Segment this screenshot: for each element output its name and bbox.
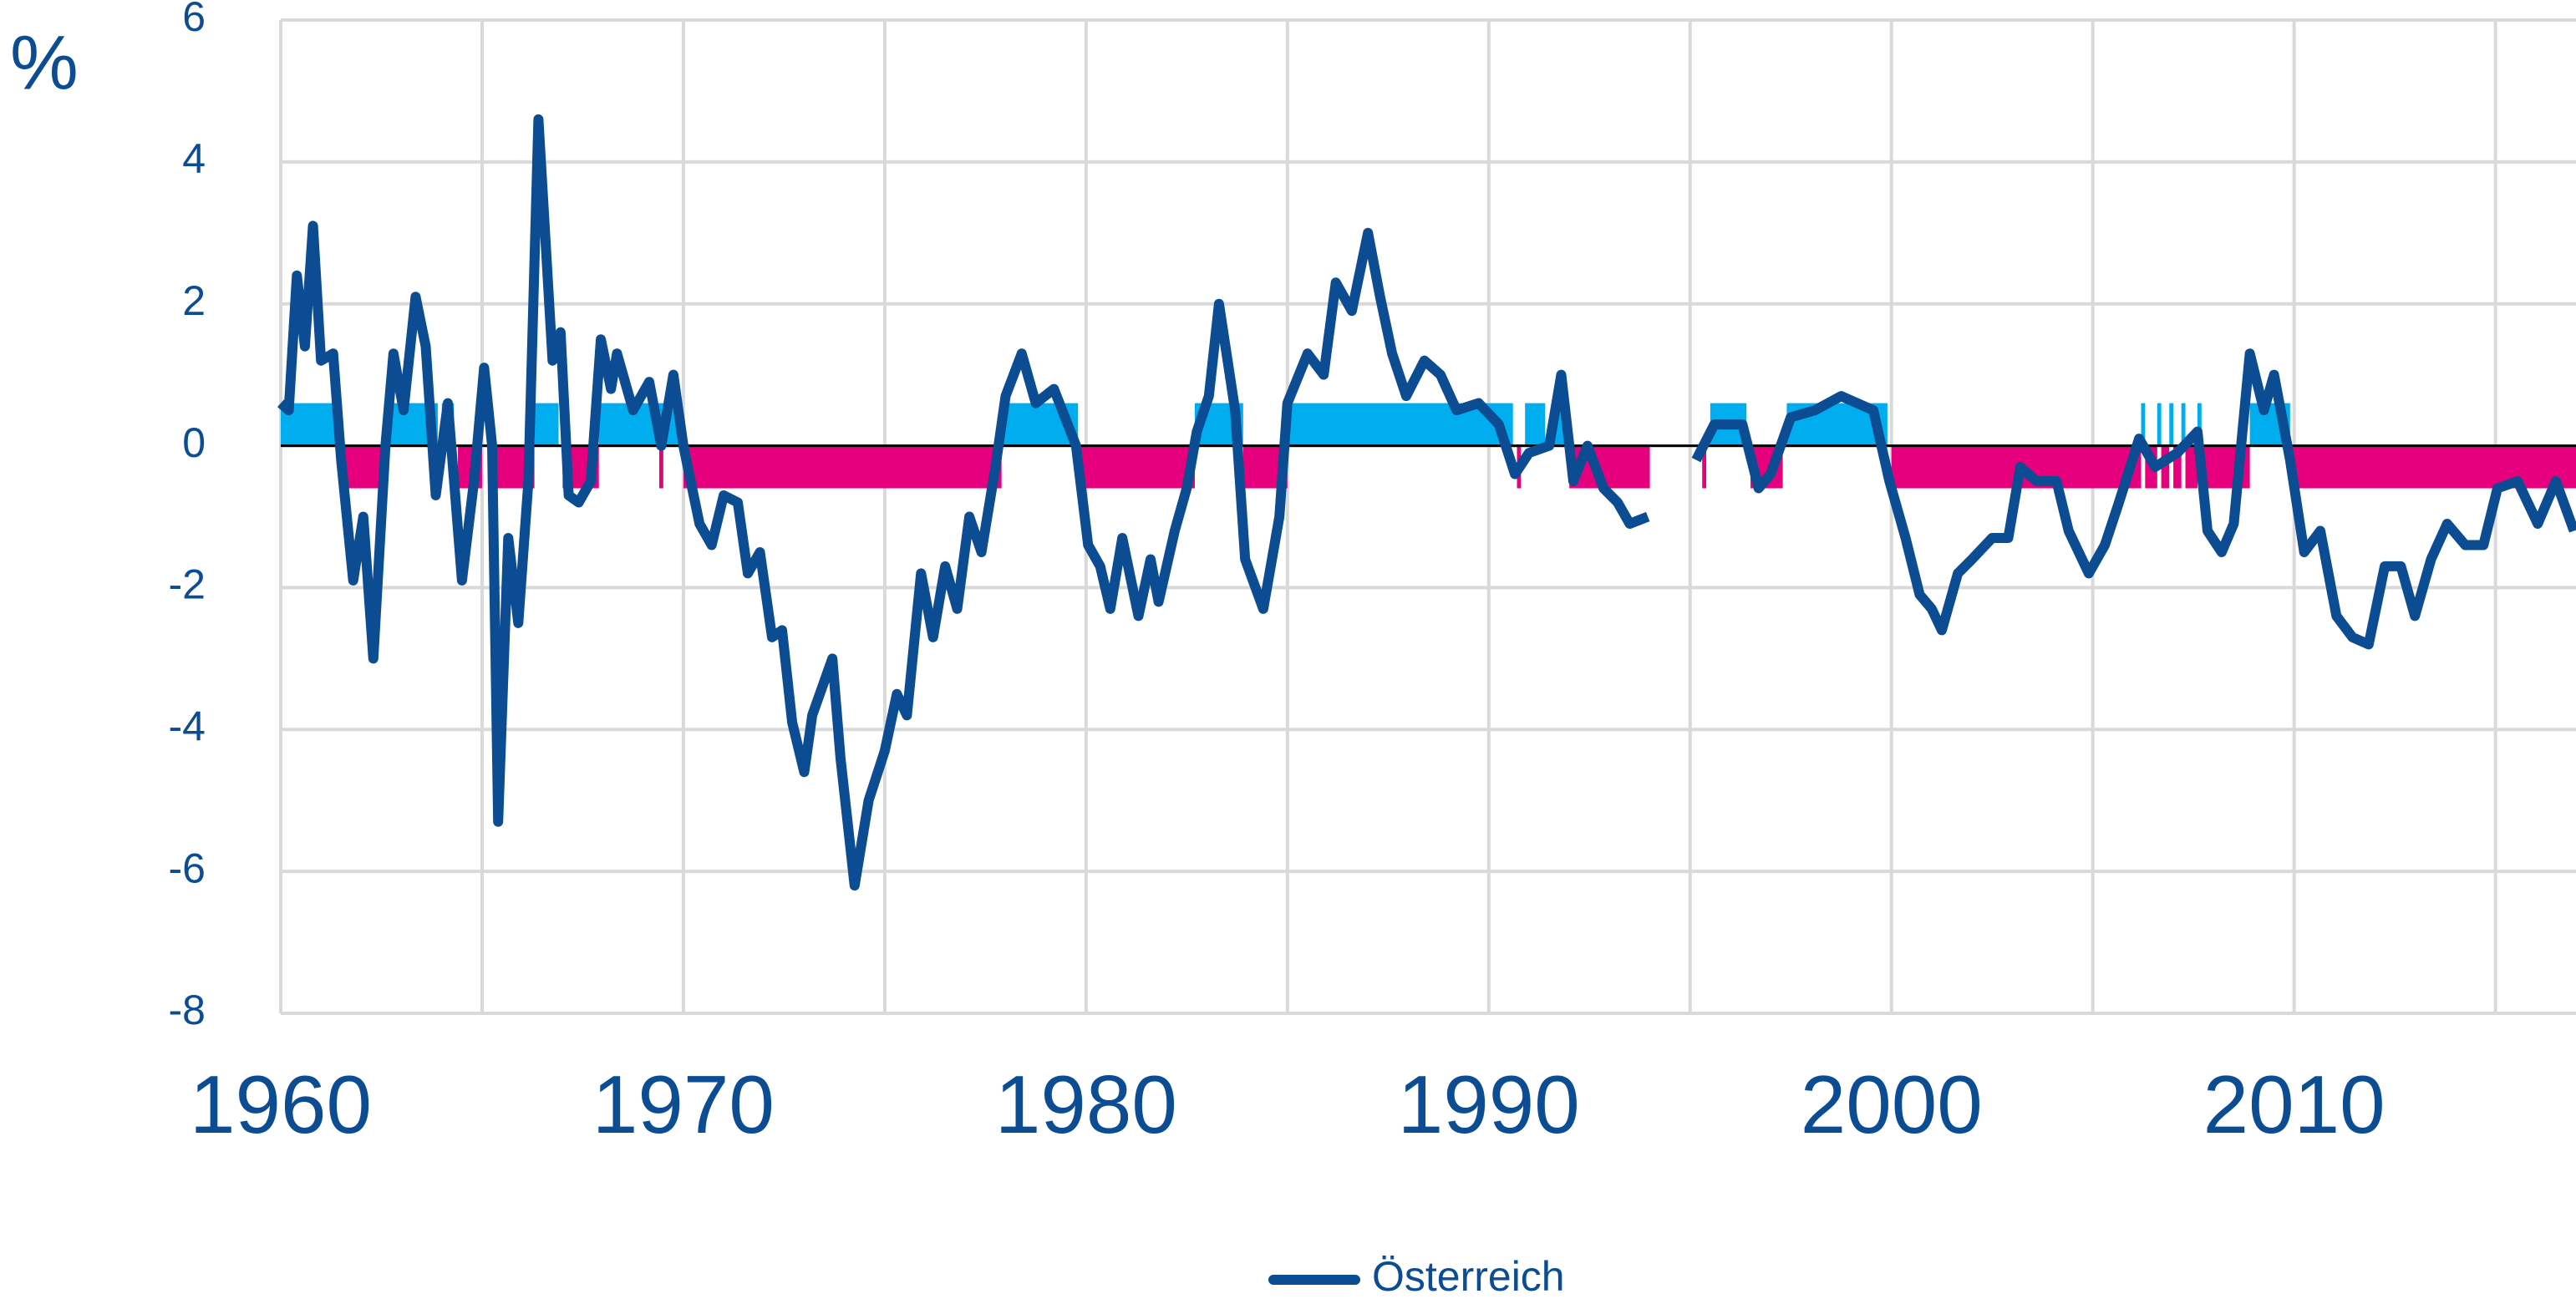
y-tick-label: 0	[182, 419, 206, 466]
y-tick-label: -8	[169, 987, 206, 1033]
y-tick-label: -4	[169, 703, 206, 749]
regime-bar	[2289, 445, 2576, 489]
y-tick-label: 2	[182, 277, 206, 324]
regime-bar	[2181, 403, 2186, 446]
regime-bar	[659, 445, 663, 489]
legend-label: Österreich	[1372, 1253, 1565, 1300]
y-tick-label: -6	[169, 845, 206, 891]
x-tick-label: 1990	[1398, 1058, 1580, 1150]
y-tick-label: 4	[182, 135, 206, 182]
y-tick-label: -2	[169, 561, 206, 608]
regime-bar	[2161, 445, 2170, 489]
regime-bar	[683, 445, 1002, 489]
y-unit-label: %	[10, 20, 79, 105]
regime-bar	[2157, 403, 2162, 446]
regime-bar	[534, 403, 559, 446]
regime-bar	[2197, 403, 2202, 446]
regime-bar	[2169, 403, 2174, 446]
y-tick-label: 6	[182, 0, 206, 40]
regime-bar	[1078, 445, 1195, 489]
regime-bar	[2173, 445, 2182, 489]
regime-bar	[341, 445, 386, 489]
regime-bar	[2141, 403, 2146, 446]
x-tick-label: 1980	[995, 1058, 1177, 1150]
data-line	[277, 114, 2576, 891]
x-tick-label: 2010	[2203, 1058, 2385, 1150]
regime-bar	[1287, 403, 1513, 446]
regime-bar	[1702, 445, 1707, 489]
regime-bar	[2185, 445, 2197, 489]
x-tick-label: 2000	[1801, 1058, 1983, 1150]
regime-bar	[1525, 403, 1546, 446]
x-tick-label: 1960	[190, 1058, 372, 1150]
x-tick-label: 1970	[592, 1058, 775, 1150]
